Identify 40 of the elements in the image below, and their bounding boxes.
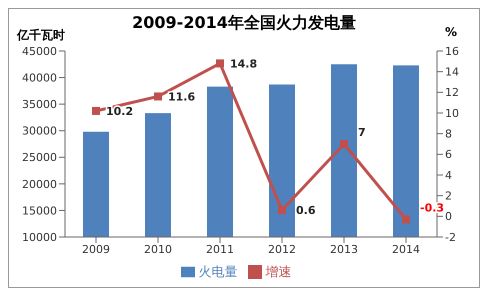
x-tick-label: 2011 [206,242,234,256]
x-tick-label: 2009 [82,242,110,256]
point [216,59,224,68]
x-tick-label: 2012 [268,242,296,256]
data-label: 7 [358,126,366,139]
point [92,106,100,115]
y-tick-label: 10000 [22,230,57,244]
point [278,206,286,214]
legend-label: 火电量 [198,265,238,280]
y2-tick-label: 12 [445,86,459,100]
chart-title: 2009-2014年全国火力发电量 [132,13,356,32]
point [402,215,410,224]
y-axis-title: 亿千瓦时 [17,27,65,44]
data-label: 0.6 [296,204,316,218]
y2-tick-label: 10 [445,106,459,120]
x-tick-label: 2010 [144,242,172,256]
y2-tick-label: 14 [445,66,459,79]
y-tick-label: 35000 [22,98,57,112]
y-tick-label: 15000 [22,204,57,218]
y2-tick-label: -2 [445,230,456,244]
y2-tick-label: 2 [445,190,452,203]
y2-tick-label: 4 [445,168,452,182]
y-tick-label: 20000 [22,178,57,191]
point [340,140,348,148]
y2-tick-label: 6 [445,148,452,162]
y2-tick-label: 0 [445,210,452,224]
y2-tick-label: 16 [445,44,459,58]
y-tick-label: 30000 [22,124,57,138]
y-tick-label: 25000 [22,151,57,164]
y2-axis-title: % [444,25,457,39]
x-tick-label: 2013 [330,242,358,256]
point [154,92,162,100]
y-tick-label: 45000 [22,44,57,58]
y-tick-label: 40000 [22,71,57,84]
data-label: 11.6 [168,90,196,104]
y2-tick-label: 8 [445,128,452,141]
data-label: 10.2 [106,104,134,118]
x-tick-label: 2014 [392,242,420,256]
legend-label: 增速 [266,265,292,280]
data-label: 14.8 [230,57,258,70]
